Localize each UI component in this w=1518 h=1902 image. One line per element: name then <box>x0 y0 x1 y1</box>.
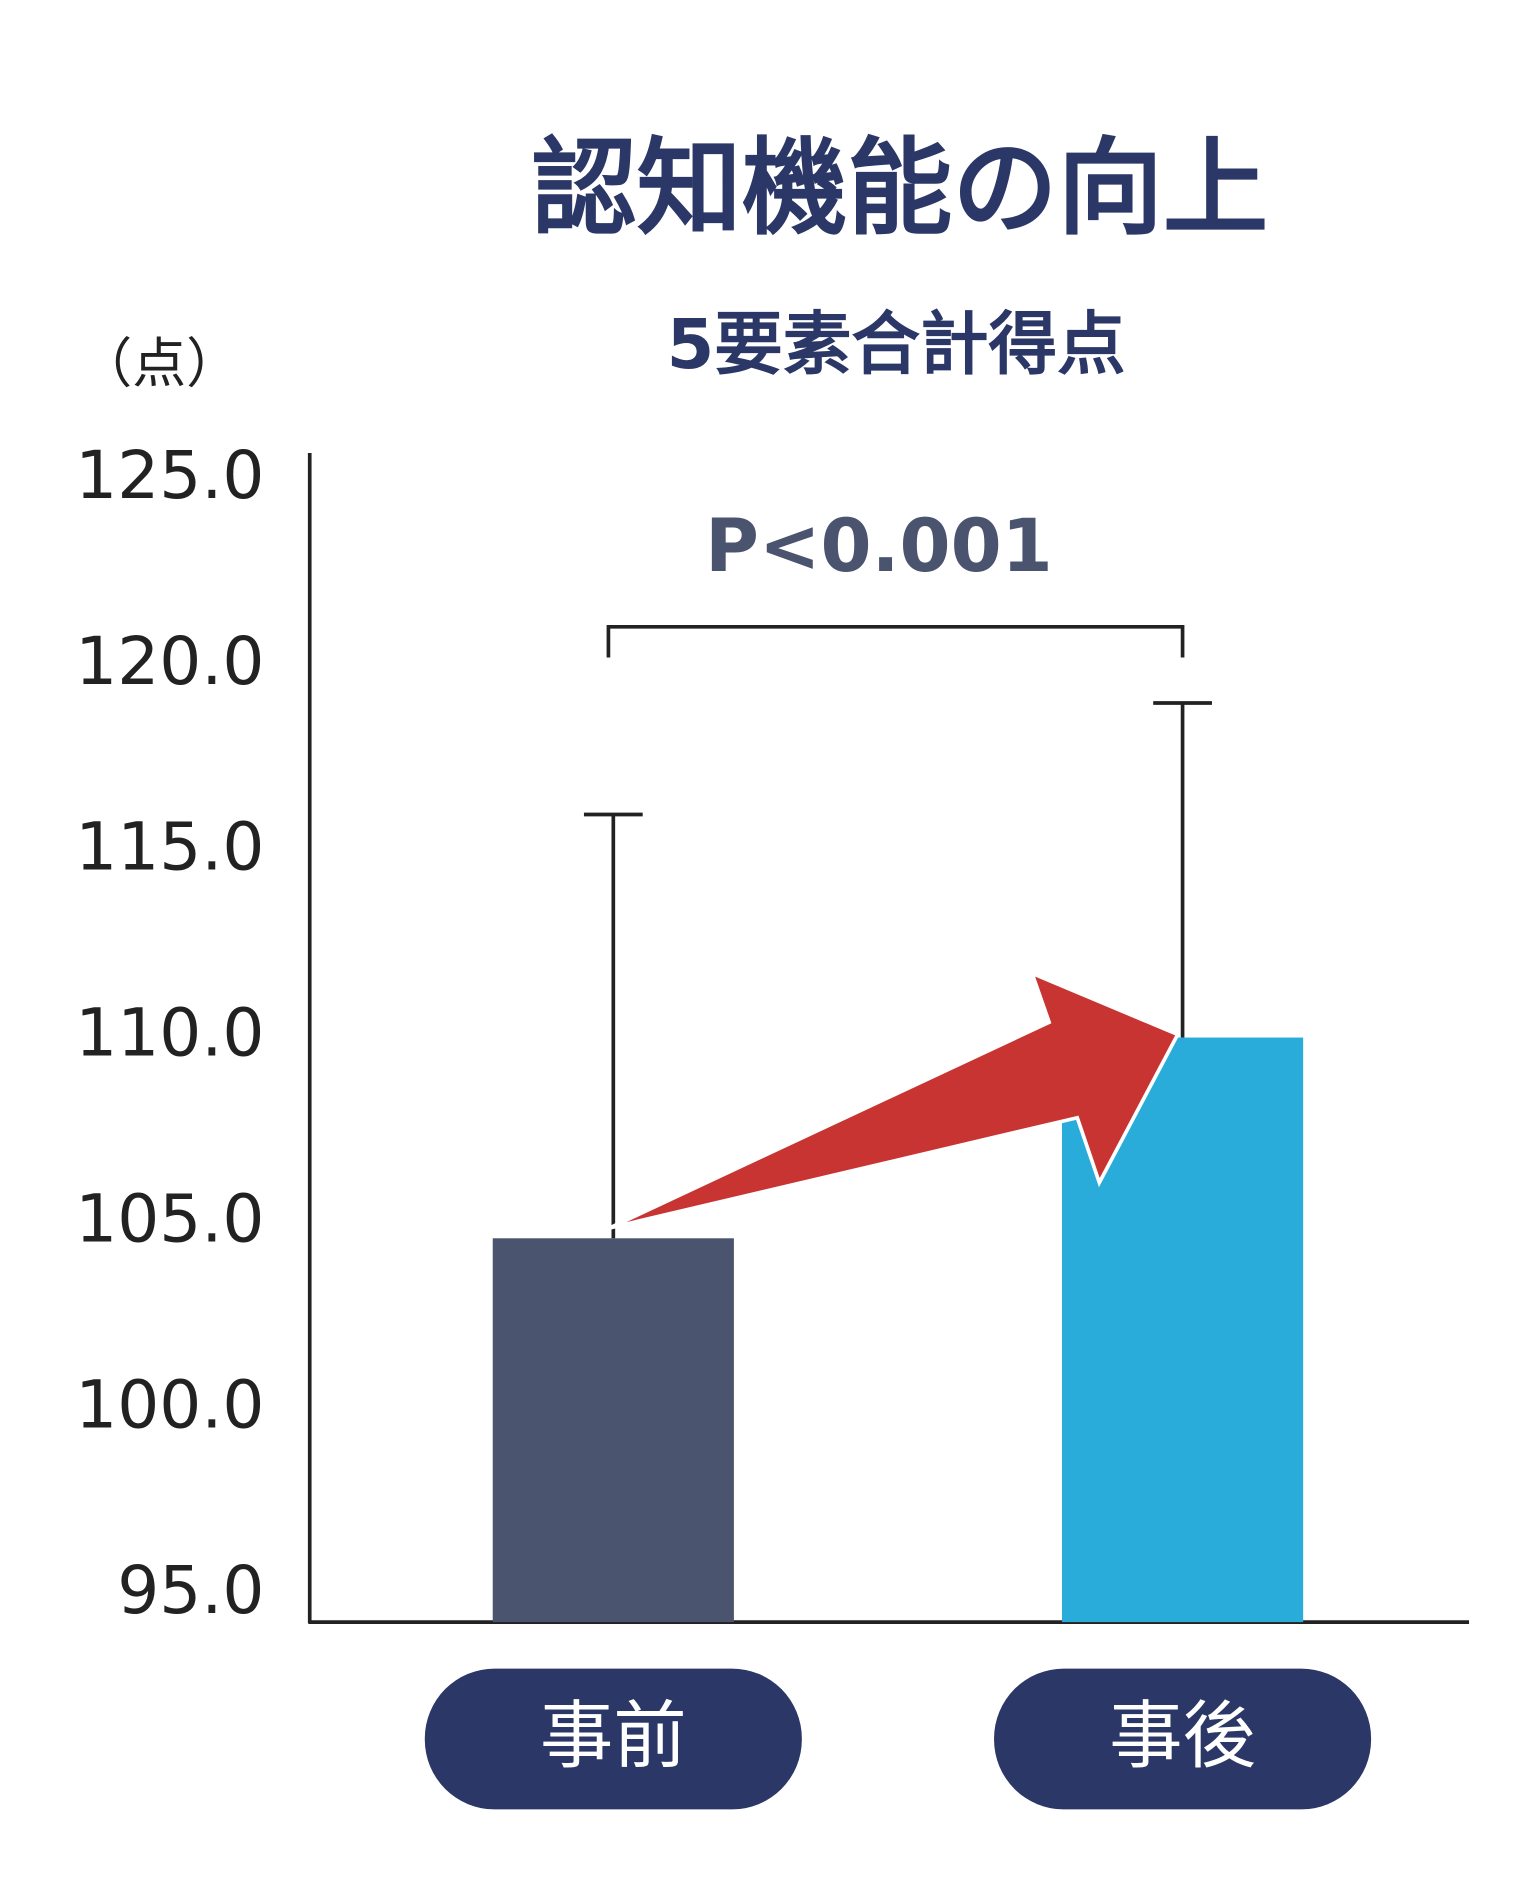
y-unit: （点） <box>78 332 240 395</box>
y-tick-label: 105.0 <box>75 1180 264 1257</box>
chart-subtitle: 5要素合計得点 <box>667 305 1126 385</box>
y-tick-label: 95.0 <box>117 1552 264 1629</box>
bar <box>492 1238 734 1623</box>
y-tick-label: 110.0 <box>75 995 264 1072</box>
y-tick-label: 120.0 <box>75 623 264 700</box>
significance-label: P<0.001 <box>705 504 1053 589</box>
y-tick-label: 100.0 <box>75 1366 264 1443</box>
significance-bracket <box>606 624 1185 658</box>
y-tick-label: 115.0 <box>75 809 264 886</box>
category-pill <box>424 1668 802 1810</box>
y-tick-label: 125.0 <box>75 437 264 514</box>
x-tick-label: 事前 <box>540 1694 687 1779</box>
chart-title: 認知機能の向上 <box>531 127 1268 250</box>
trend-arrow <box>608 969 1181 1230</box>
category-pill <box>994 1668 1372 1810</box>
marks: 95.0 100.0 105.0 110.0 115.0 120.0 125.0 <box>75 437 1304 1629</box>
x-tick-label: 事後 <box>1109 1694 1256 1779</box>
